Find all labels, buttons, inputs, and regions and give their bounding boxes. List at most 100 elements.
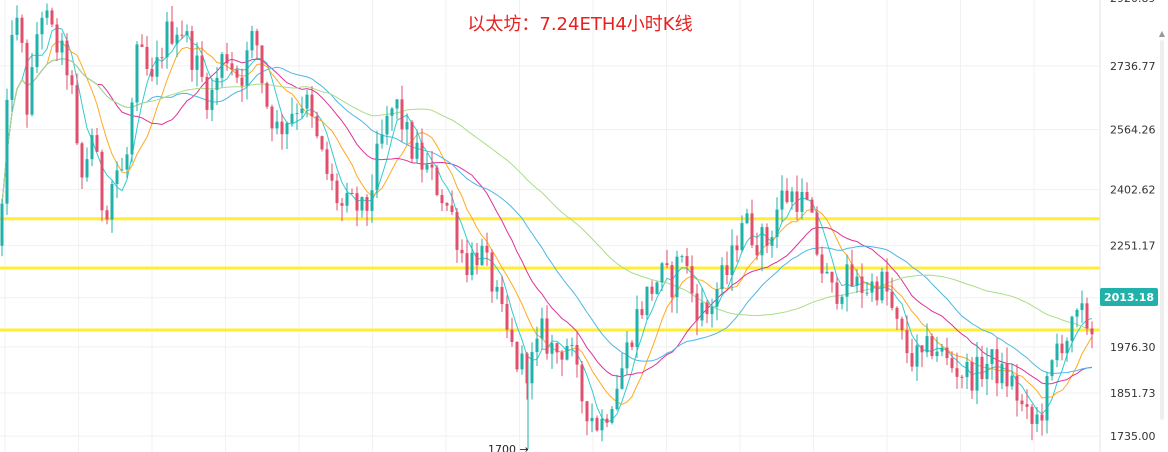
candle-body (1070, 316, 1074, 341)
current-price-label: 2013.18 (1104, 291, 1154, 304)
candle-body (435, 167, 439, 196)
candle-body (730, 245, 734, 276)
candle-body (645, 286, 649, 316)
candle-body (835, 282, 839, 304)
candle-body (320, 136, 324, 150)
candle-body (680, 256, 684, 258)
candle-body (690, 266, 694, 294)
candle-body (505, 304, 509, 330)
candle-body (100, 151, 104, 211)
candle-body (155, 57, 159, 77)
candle-body (470, 252, 474, 276)
candle-body (980, 356, 984, 380)
y-tick-label: 2920.89 (1110, 0, 1156, 5)
candle-body (945, 347, 949, 359)
candle-body (125, 154, 129, 170)
annotations: 1700 → (488, 443, 529, 452)
candle-body (990, 349, 994, 364)
grid-layer (0, 0, 1100, 452)
candle-body (525, 353, 529, 384)
candle-body (85, 159, 89, 178)
candle-body (555, 343, 559, 353)
candle-body (30, 67, 34, 115)
candle-body (220, 54, 224, 78)
candle-body (1090, 328, 1094, 335)
scroll-track[interactable] (1160, 40, 1164, 420)
candle-body (790, 191, 794, 203)
candle-body (40, 17, 44, 35)
candle-body (1020, 400, 1024, 405)
candle-body (185, 31, 189, 36)
candle-body (970, 361, 974, 391)
moving-average-line (1, 57, 1093, 375)
candle-body (785, 190, 789, 203)
candle-body (265, 83, 269, 107)
candle-body (745, 213, 749, 224)
candle-body (825, 271, 829, 274)
moving-average-line (1, 27, 1093, 423)
candle-body (985, 363, 989, 380)
candle-body (870, 281, 874, 293)
candle-body (300, 108, 304, 114)
candle-body (535, 338, 539, 353)
candle-body (655, 282, 659, 294)
candle-body (925, 336, 929, 353)
candle-body (770, 237, 774, 246)
candle-body (130, 102, 134, 155)
candle-body (635, 309, 639, 347)
y-tick-label: 1976.30 (1110, 341, 1156, 354)
candle-body (250, 31, 254, 51)
candle-body (875, 281, 879, 301)
candle-body (395, 99, 399, 109)
candle-body (205, 76, 209, 110)
candle-body (110, 183, 114, 220)
candle-body (1000, 363, 1004, 384)
candle-body (800, 192, 804, 212)
candle-body (430, 164, 434, 168)
candle-body (760, 227, 764, 256)
candle-body (900, 318, 904, 331)
candle-body (670, 265, 674, 298)
candle-body (485, 245, 489, 253)
candle-body (95, 135, 99, 152)
candle-body (530, 352, 534, 384)
candle-body (615, 388, 619, 410)
candle-body (570, 344, 574, 346)
candle-body (580, 364, 584, 402)
candle-body (1015, 375, 1019, 401)
candle-body (270, 106, 274, 129)
candle-body (405, 122, 409, 130)
vertical-scrollbar[interactable]: ▲ (1158, 30, 1166, 430)
candle-body (850, 264, 854, 286)
candle-body (115, 170, 119, 184)
candle-body (390, 108, 394, 116)
candle-body (715, 289, 719, 307)
candle-body (20, 17, 24, 43)
candle-body (965, 361, 969, 378)
candle-body (75, 85, 79, 144)
candle-body (425, 164, 429, 170)
candle-body (775, 209, 779, 238)
candle-body (285, 123, 289, 135)
y-axis-ticks: 2920.892736.772564.262402.622251.172109.… (1110, 0, 1156, 443)
candle-body (240, 77, 244, 86)
candle-body (65, 40, 69, 76)
candle-body (685, 256, 689, 267)
candle-body (750, 213, 754, 246)
candle-body (415, 142, 419, 159)
candle-body (225, 54, 229, 64)
candle-body (755, 245, 759, 256)
candle-body (650, 286, 654, 294)
candle-body (960, 376, 964, 378)
candle-body (550, 343, 554, 354)
candle-body (450, 205, 454, 213)
candle-body (465, 253, 469, 276)
candle-body (190, 31, 194, 70)
candle-body (400, 99, 404, 130)
candle-body (1065, 340, 1069, 354)
candle-body (1005, 363, 1009, 387)
candle-body (215, 77, 219, 90)
scroll-up-icon[interactable]: ▲ (1158, 29, 1166, 38)
